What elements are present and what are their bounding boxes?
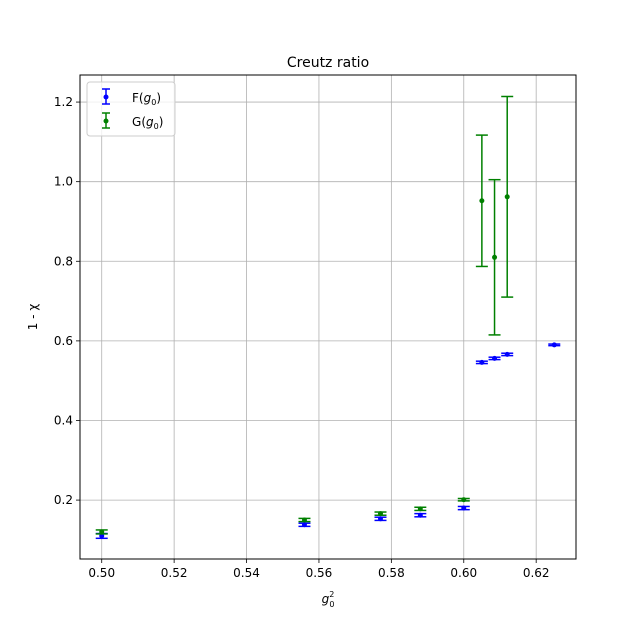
data-point xyxy=(461,497,467,503)
ticks: 0.50 0.52 0.54 0.56 0.58 0.60 0.62 0.2 0.4 0.6 0.8… xyxy=(54,95,550,580)
data-point xyxy=(479,198,485,204)
legend-frame xyxy=(86,81,176,137)
data-point xyxy=(417,506,423,512)
series-g xyxy=(95,95,514,535)
axes-frame xyxy=(79,74,577,560)
axes-background xyxy=(80,75,576,559)
data-point xyxy=(377,511,383,517)
data-point xyxy=(504,351,510,357)
x-axis-label: g2 0 xyxy=(322,590,335,609)
x-tick-label: 0.56 xyxy=(306,566,333,580)
data-point xyxy=(301,517,307,523)
data-point xyxy=(417,512,423,518)
data-point xyxy=(492,254,498,260)
chart-title: Creutz ratio xyxy=(287,55,369,71)
y-tick-label: 0.6 xyxy=(54,334,73,348)
legend-f-marker xyxy=(103,94,109,100)
y-tick-label: 0.4 xyxy=(54,413,73,427)
data-point xyxy=(504,194,510,200)
data-point xyxy=(492,355,498,361)
data-point xyxy=(479,359,485,365)
y-tick-label: 0.8 xyxy=(54,254,73,268)
x-tick-label: 0.62 xyxy=(523,566,550,580)
y-tick-label: 0.2 xyxy=(54,493,73,507)
y-tick-label: 1.2 xyxy=(54,95,73,109)
data-point xyxy=(461,505,467,511)
data-point xyxy=(99,529,105,535)
y-axis-label: 1 - χ xyxy=(26,304,40,331)
y-tick-label: 1.0 xyxy=(54,175,73,189)
legend: F(g0) G(g0) xyxy=(86,81,176,137)
data-point xyxy=(301,522,307,528)
x-tick-label: 0.52 xyxy=(161,566,188,580)
grid xyxy=(80,75,576,559)
x-tick-label: 0.50 xyxy=(88,566,115,580)
legend-g-marker xyxy=(103,118,109,124)
series-layer xyxy=(95,95,561,540)
legend-g-label: G(g0) xyxy=(132,115,163,131)
legend-f-label: F(g0) xyxy=(132,91,161,107)
data-point xyxy=(551,342,557,348)
x-tick-label: 0.58 xyxy=(378,566,405,580)
x-tick-label: 0.60 xyxy=(450,566,477,580)
x-tick-label: 0.54 xyxy=(233,566,260,580)
data-point xyxy=(377,516,383,522)
